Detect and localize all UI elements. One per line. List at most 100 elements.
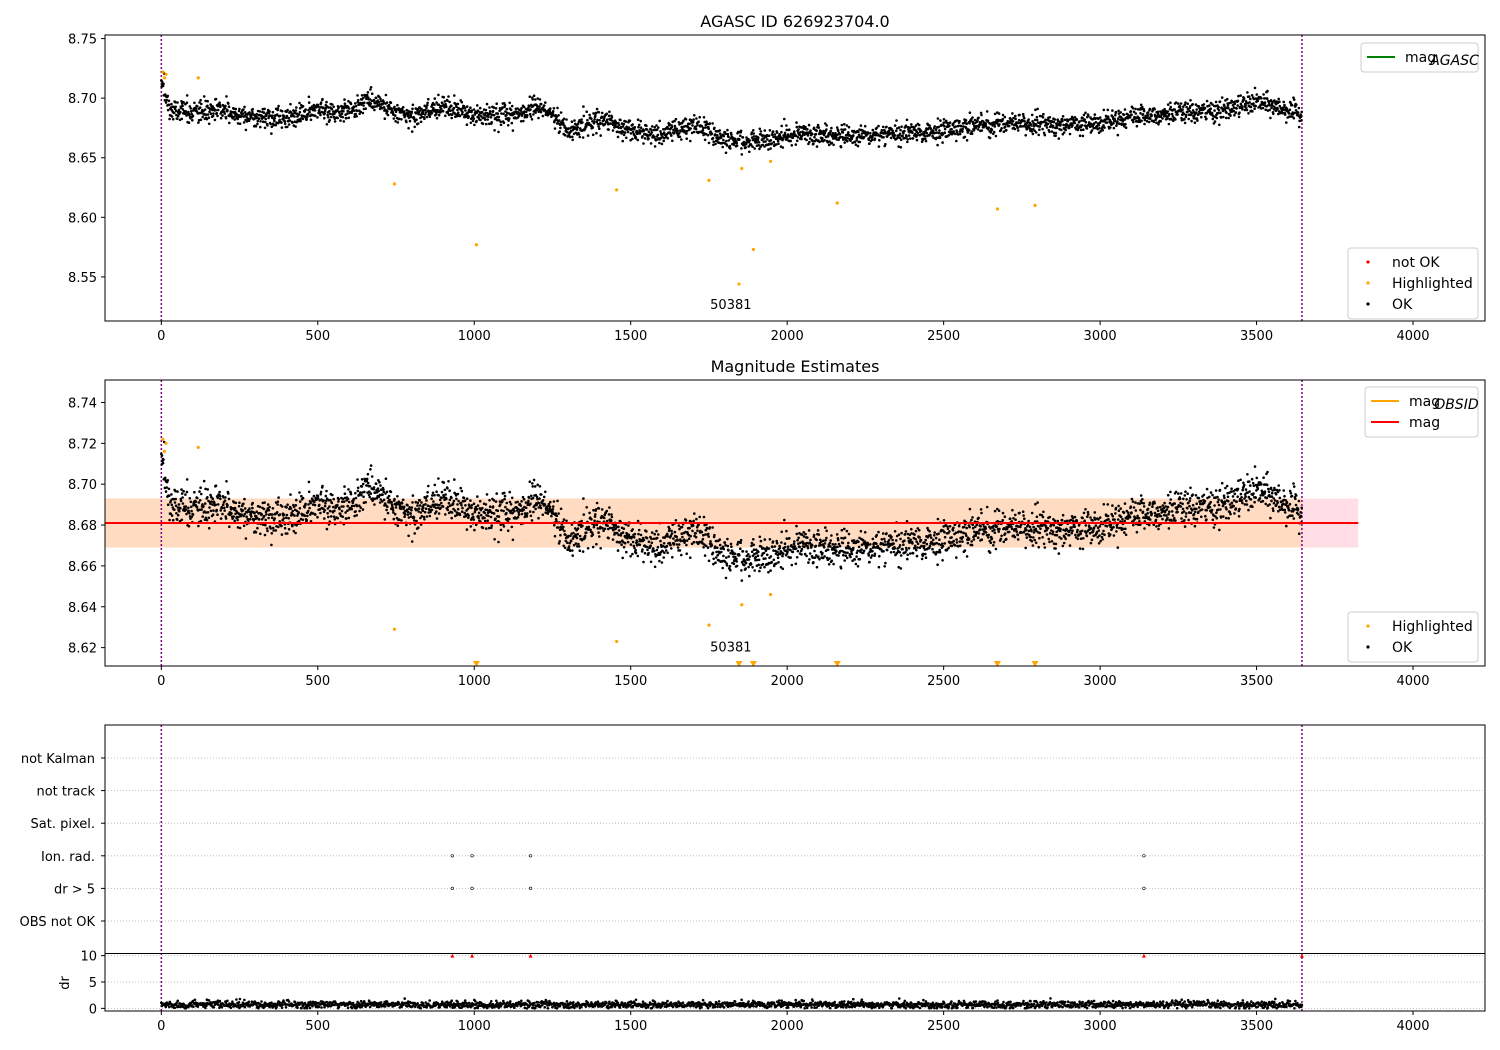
ok-point bbox=[432, 500, 435, 503]
ok-point bbox=[405, 120, 408, 124]
ok-point bbox=[1214, 100, 1218, 104]
ok-point bbox=[540, 102, 543, 106]
ok-point bbox=[660, 561, 664, 564]
highlighted-point bbox=[707, 178, 711, 182]
ok-point bbox=[173, 508, 176, 512]
ok-point bbox=[291, 524, 294, 528]
ok-point bbox=[426, 103, 429, 107]
ok-point bbox=[180, 488, 183, 491]
ok-point bbox=[835, 126, 839, 129]
ok-point bbox=[479, 513, 483, 517]
ok-point bbox=[508, 490, 512, 494]
ok-point bbox=[1073, 116, 1077, 119]
ok-point bbox=[240, 114, 243, 118]
ok-point bbox=[1156, 112, 1160, 115]
ok-point bbox=[900, 125, 903, 128]
ok-point bbox=[227, 105, 231, 108]
ok-point bbox=[372, 486, 376, 489]
ok-point bbox=[685, 539, 689, 542]
ok-point bbox=[577, 542, 580, 546]
ok-point bbox=[424, 503, 427, 506]
ok-point bbox=[788, 537, 791, 540]
ok-point bbox=[775, 131, 779, 134]
ok-point bbox=[1168, 112, 1171, 116]
ok-point bbox=[324, 501, 327, 505]
ok-point bbox=[597, 531, 600, 534]
ok-point bbox=[617, 525, 620, 529]
ok-point bbox=[426, 495, 429, 498]
ok-point bbox=[470, 504, 474, 507]
ok-point bbox=[776, 556, 780, 560]
ok-point bbox=[1222, 115, 1225, 119]
ok-point bbox=[553, 523, 556, 527]
ok-point bbox=[211, 114, 215, 118]
ok-point bbox=[259, 120, 262, 123]
ok-point bbox=[650, 531, 654, 534]
ok-point bbox=[739, 547, 742, 550]
ok-point bbox=[752, 538, 755, 541]
ok-point bbox=[703, 554, 707, 557]
ok-point bbox=[1225, 97, 1229, 101]
ok-point bbox=[530, 118, 534, 121]
ok-point bbox=[242, 121, 246, 124]
ok-point bbox=[1215, 116, 1219, 120]
ok-point bbox=[662, 139, 665, 143]
ok-point bbox=[1191, 109, 1195, 112]
ok-point bbox=[206, 488, 209, 491]
ok-point bbox=[307, 101, 311, 104]
ok-point bbox=[739, 538, 743, 542]
ok-point bbox=[410, 110, 414, 114]
ok-point bbox=[759, 566, 762, 569]
ok-point bbox=[330, 107, 334, 111]
ok-point bbox=[771, 133, 774, 137]
ok-point bbox=[1152, 120, 1156, 124]
ok-point bbox=[1003, 125, 1007, 129]
ok-point bbox=[1011, 120, 1015, 123]
ok-point bbox=[456, 108, 459, 112]
ok-point bbox=[212, 509, 215, 512]
ok-point bbox=[1236, 99, 1240, 103]
ok-point bbox=[599, 121, 602, 125]
ok-point bbox=[793, 545, 796, 548]
ok-point bbox=[1224, 116, 1228, 120]
ok-point bbox=[726, 537, 729, 541]
ok-point bbox=[585, 531, 588, 534]
ok-point bbox=[293, 514, 296, 517]
ok-point bbox=[411, 501, 414, 504]
ok-point bbox=[610, 515, 614, 519]
ok-point bbox=[880, 129, 884, 132]
ok-point bbox=[313, 500, 316, 504]
ok-point bbox=[785, 529, 788, 533]
ok-point bbox=[203, 502, 207, 505]
ok-point bbox=[307, 503, 310, 506]
ok-point bbox=[1208, 110, 1212, 113]
ok-point bbox=[961, 130, 964, 133]
ok-point bbox=[582, 114, 586, 118]
ok-point bbox=[384, 477, 388, 481]
ok-point bbox=[931, 129, 935, 132]
ok-point bbox=[379, 484, 382, 487]
ok-point bbox=[530, 519, 534, 522]
ok-point bbox=[385, 490, 389, 494]
ok-point bbox=[637, 123, 641, 127]
ok-point bbox=[230, 512, 233, 515]
ok-point bbox=[287, 528, 291, 531]
ok-point bbox=[176, 114, 180, 118]
ok-point bbox=[626, 540, 630, 544]
ok-point bbox=[665, 544, 669, 548]
ok-point bbox=[607, 128, 610, 131]
ok-point bbox=[997, 112, 1001, 115]
ok-point bbox=[218, 494, 222, 498]
ok-point bbox=[539, 110, 543, 114]
ok-point bbox=[692, 540, 696, 544]
ok-point bbox=[1094, 121, 1098, 124]
ok-point bbox=[756, 138, 760, 142]
ok-point bbox=[525, 515, 529, 518]
ok-point bbox=[361, 508, 365, 511]
ok-point bbox=[1200, 111, 1204, 115]
ok-point bbox=[816, 123, 820, 127]
ok-point bbox=[617, 533, 620, 537]
ok-point bbox=[413, 118, 416, 121]
ok-point bbox=[361, 482, 365, 486]
ok-point bbox=[599, 547, 602, 550]
